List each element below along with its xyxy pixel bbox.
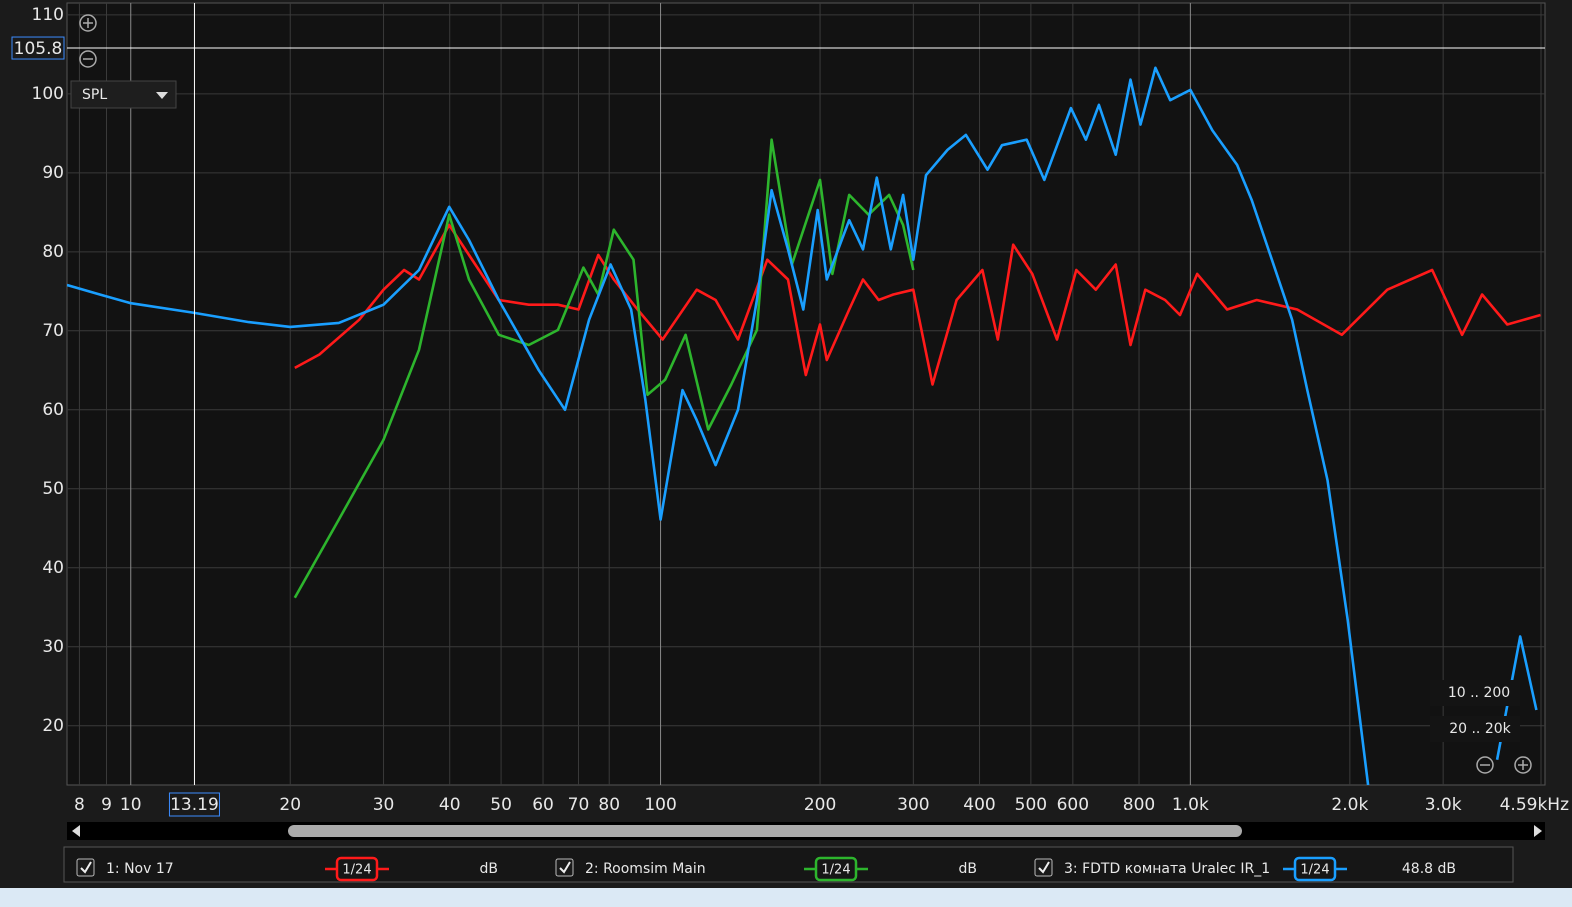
legend-bar bbox=[63, 846, 1514, 883]
y-tick-label: 30 bbox=[42, 637, 64, 657]
x-tick-label: 50 bbox=[490, 795, 512, 815]
smoothing-label: 1/24 bbox=[1300, 863, 1329, 878]
plot-area bbox=[66, 2, 1546, 786]
x-tick-label: 1.0k bbox=[1172, 795, 1209, 815]
x-tick-label: 9 bbox=[101, 795, 112, 815]
range-button[interactable] bbox=[1430, 680, 1520, 706]
legend-level: dB bbox=[480, 861, 499, 877]
cursor-x-label: 13.19 bbox=[170, 795, 219, 815]
x-tick-label: 100 bbox=[644, 795, 676, 815]
legend-name: 2: Roomsim Main bbox=[585, 861, 706, 877]
legend-checkbox[interactable] bbox=[76, 858, 95, 877]
range-button-label: 20 .. 20k bbox=[1449, 721, 1511, 737]
range-button[interactable] bbox=[1430, 716, 1520, 742]
dropdown-arrow bbox=[156, 92, 168, 99]
legend-name: 3: FDTD комната Uralec IR_1 bbox=[1064, 861, 1270, 877]
scroll-left[interactable] bbox=[72, 825, 80, 837]
x-tick-label: 200 bbox=[804, 795, 836, 815]
legend-checkbox[interactable] bbox=[555, 858, 574, 877]
curve bbox=[294, 223, 1541, 386]
y-tick-label: 60 bbox=[42, 400, 64, 420]
y-tick-label: 110 bbox=[32, 5, 64, 25]
x-tick-label: 600 bbox=[1057, 795, 1089, 815]
zoom-y-in[interactable] bbox=[79, 14, 97, 32]
y-tick-label: 80 bbox=[42, 242, 64, 262]
measure-selector-label: SPL bbox=[82, 87, 107, 103]
legend-name: 1: Nov 17 bbox=[106, 861, 174, 877]
status-strip bbox=[0, 888, 1572, 907]
y-tick-label: 50 bbox=[42, 479, 64, 499]
x-tick-label: 80 bbox=[598, 795, 620, 815]
y-tick-label: 70 bbox=[42, 321, 64, 341]
legend-level: dB bbox=[959, 861, 978, 877]
y-tick-label: 40 bbox=[42, 558, 64, 578]
x-tick-label: 8 bbox=[74, 795, 85, 815]
legend-checkbox[interactable] bbox=[1034, 858, 1053, 877]
x-tick-label: 60 bbox=[532, 795, 554, 815]
zoom-x-in[interactable] bbox=[1514, 756, 1532, 774]
x-tick-label: 300 bbox=[897, 795, 929, 815]
legend: 1: Nov 17 1/24 dB 2: Roomsim Main 1/24 dB 3: F… bbox=[76, 856, 1456, 882]
x-tick-label: 800 bbox=[1123, 795, 1155, 815]
x-tick-label: 70 bbox=[568, 795, 590, 815]
legend-level: 48.8 dB bbox=[1402, 861, 1456, 877]
x-tick-label: 2.0k bbox=[1331, 795, 1368, 815]
zoom-x-out[interactable] bbox=[1476, 756, 1494, 774]
range-button-label: 10 .. 200 bbox=[1448, 685, 1510, 701]
y-tick-label: 100 bbox=[32, 84, 64, 104]
x-tick-label: 40 bbox=[439, 795, 461, 815]
x-tick-label: 10 bbox=[120, 795, 142, 815]
cursor-x-box bbox=[168, 792, 220, 817]
cursor-y-box bbox=[11, 36, 65, 60]
scroll-right[interactable] bbox=[1534, 825, 1542, 837]
x-tick-label: 4.59kHz bbox=[1500, 795, 1569, 815]
smoothing-box[interactable] bbox=[1293, 856, 1337, 882]
x-tick-label: 400 bbox=[963, 795, 995, 815]
zoom-y-out[interactable] bbox=[79, 50, 97, 68]
x-tick-label: 30 bbox=[373, 795, 395, 815]
scrollbar-thumb[interactable] bbox=[288, 825, 1242, 837]
smoothing-box[interactable] bbox=[335, 856, 379, 882]
smoothing-label: 1/24 bbox=[821, 863, 850, 878]
checkmark bbox=[1038, 861, 1050, 874]
x-tick-label: 3.0k bbox=[1425, 795, 1462, 815]
grid bbox=[67, 3, 1545, 785]
curve bbox=[293, 138, 915, 599]
x-tick-label: 20 bbox=[279, 795, 301, 815]
checkmark bbox=[80, 861, 92, 874]
labels: 20 30 40 50 60 70 80 90 100 110 8 9 10 20 30 40 50 60 70 80… bbox=[11, 5, 1569, 817]
checkmark bbox=[559, 861, 571, 874]
y-tick-label: 20 bbox=[42, 716, 64, 736]
cursor-y-label: 105.8 bbox=[14, 39, 63, 59]
x-tick-label: 500 bbox=[1015, 795, 1047, 815]
y-tick-label: 90 bbox=[42, 163, 64, 183]
smoothing-box[interactable] bbox=[814, 856, 858, 882]
smoothing-label: 1/24 bbox=[342, 863, 371, 878]
